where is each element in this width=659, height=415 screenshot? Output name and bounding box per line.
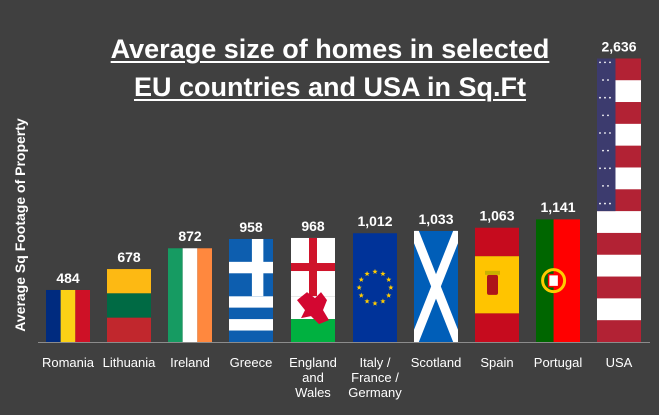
bar-spain-flag	[475, 227, 519, 342]
bar-value-label: 484	[56, 270, 80, 286]
bar-value-label: 1,141	[540, 199, 575, 215]
bar-value-label: 872	[178, 228, 202, 244]
x-tick-label: Scotland	[411, 355, 462, 370]
bar-lithuania-flag	[107, 269, 151, 342]
bar-value-label: 958	[239, 219, 263, 235]
chart-title-line-2: EU countries and USA in Sq.Ft	[133, 72, 527, 102]
bar-value-label: 678	[117, 249, 141, 265]
x-tick-label: Romania	[42, 355, 95, 370]
bar-value-label: 968	[301, 218, 325, 234]
bar-value-label: 1,012	[357, 213, 392, 229]
bar-value-label: 1,033	[418, 211, 453, 227]
bar-value-label: 2,636	[601, 38, 636, 54]
x-tick-label: Portugal	[534, 355, 583, 370]
bar-scotland-flag	[414, 230, 458, 342]
bar-ireland-flag	[168, 248, 212, 342]
x-tick-label: Lithuania	[103, 355, 157, 370]
bar-usa-flag	[597, 58, 641, 342]
x-tick-label: England and Wales	[289, 355, 337, 400]
chart-title-line-1: Average size of homes in selected	[110, 34, 550, 64]
bar-greece-flag	[229, 238, 273, 343]
x-tick-label: USA	[606, 355, 633, 370]
bar-portugal-flag	[536, 219, 580, 342]
bar-romania-flag	[46, 289, 90, 342]
bar-wales-england-flag	[291, 237, 335, 342]
x-tick-label: Italy / France / Germany	[348, 355, 402, 400]
x-tick-label: Ireland	[170, 355, 210, 370]
bar-value-label: 1,063	[479, 208, 514, 224]
x-tick-label: Spain	[480, 355, 513, 370]
x-tick-label: Greece	[230, 355, 273, 370]
chart-title: Average size of homes in selected EU cou…	[60, 30, 600, 106]
bar-eu-flag	[353, 233, 397, 342]
